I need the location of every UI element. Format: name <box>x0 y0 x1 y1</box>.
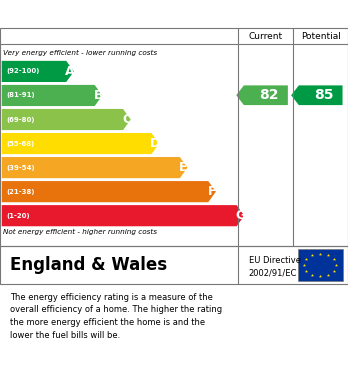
Text: (92-100): (92-100) <box>6 68 39 74</box>
Text: 2002/91/EC: 2002/91/EC <box>249 268 297 277</box>
Text: G: G <box>235 209 245 222</box>
Text: (39-54): (39-54) <box>6 165 34 170</box>
Polygon shape <box>236 85 288 105</box>
Text: Very energy efficient - lower running costs: Very energy efficient - lower running co… <box>3 50 158 56</box>
Polygon shape <box>2 133 159 154</box>
Text: E: E <box>179 161 188 174</box>
Text: 82: 82 <box>260 88 279 102</box>
Polygon shape <box>2 157 188 178</box>
Text: Not energy efficient - higher running costs: Not energy efficient - higher running co… <box>3 229 158 235</box>
Polygon shape <box>2 85 102 106</box>
Bar <box>298 249 343 281</box>
Text: F: F <box>207 185 216 198</box>
Text: (21-38): (21-38) <box>6 188 34 195</box>
Polygon shape <box>2 109 131 130</box>
Text: B: B <box>93 89 103 102</box>
Text: EU Directive: EU Directive <box>249 256 301 265</box>
Text: D: D <box>150 137 160 150</box>
Text: Energy Efficiency Rating: Energy Efficiency Rating <box>9 7 211 22</box>
Text: Potential: Potential <box>301 32 341 41</box>
Polygon shape <box>2 181 216 202</box>
Polygon shape <box>2 205 244 226</box>
Polygon shape <box>2 61 74 82</box>
Text: (69-80): (69-80) <box>6 117 34 122</box>
Text: (81-91): (81-91) <box>6 93 34 99</box>
Text: The energy efficiency rating is a measure of the
overall efficiency of a home. T: The energy efficiency rating is a measur… <box>10 292 223 340</box>
Text: (1-20): (1-20) <box>6 213 30 219</box>
Text: Current: Current <box>249 32 283 41</box>
Text: England & Wales: England & Wales <box>10 256 168 274</box>
Text: A: A <box>65 65 74 78</box>
Polygon shape <box>291 85 342 105</box>
Text: (55-68): (55-68) <box>6 140 34 147</box>
Text: C: C <box>122 113 131 126</box>
Text: 85: 85 <box>314 88 334 102</box>
